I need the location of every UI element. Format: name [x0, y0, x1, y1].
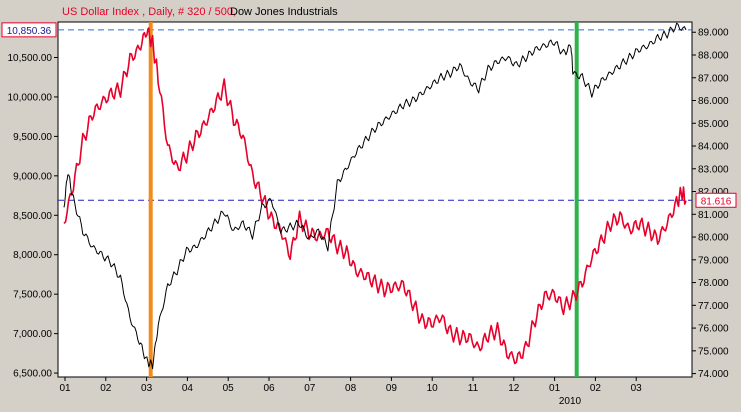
right-tick-label: 83.000 — [698, 164, 729, 175]
x-axis: 01 02 03 04 05 06 07 08 09 10 11 12 01 02 03 — [59, 377, 642, 394]
left-tick-label: 8,000.00 — [13, 250, 52, 261]
left-current-value-box — [1, 22, 57, 38]
x-tick-label: 11 — [468, 383, 479, 394]
left-tick-label: 8,500.00 — [13, 211, 52, 222]
right-tick-label: 89.000 — [698, 28, 729, 39]
x-year-label: 2010 — [559, 396, 582, 407]
left-tick-label: 9,500.00 — [13, 132, 52, 143]
left-tick-label: 7,000.00 — [13, 329, 52, 340]
left-y-axis: 10,500.00 10,000.00 9,500.00 9,000.00 8,500.… — [8, 53, 58, 380]
right-tick-label: 87.000 — [698, 73, 729, 84]
x-tick-label: 02 — [590, 383, 602, 394]
right-tick-label: 76.000 — [698, 324, 729, 335]
right-tick-label: 78.000 — [698, 278, 729, 289]
right-tick-label: 81.000 — [698, 210, 729, 221]
left-tick-label: 10,500.00 — [8, 53, 53, 64]
x-tick-label: 03 — [141, 383, 153, 394]
x-tick-label: 03 — [631, 383, 643, 394]
right-tick-label: 88.000 — [698, 50, 729, 61]
right-current-value-box — [695, 192, 737, 208]
x-tick-label: 02 — [100, 383, 112, 394]
x-tick-label: 08 — [345, 383, 357, 394]
right-current-value-label: 81.616 — [701, 196, 732, 207]
left-tick-label: 9,000.00 — [13, 171, 52, 182]
right-tick-label: 75.000 — [698, 346, 729, 357]
right-tick-label: 74.000 — [698, 369, 729, 380]
right-tick-label: 84.000 — [698, 142, 729, 153]
x-tick-label: 06 — [263, 383, 275, 394]
right-tick-label: 86.000 — [698, 96, 729, 107]
x-tick-label: 04 — [182, 383, 194, 394]
left-current-value-label: 10,850.36 — [7, 26, 52, 37]
x-tick-label: 09 — [386, 383, 398, 394]
right-y-axis: 89.000 88.000 87.000 86.000 85.000 84.000 83.0… — [692, 28, 729, 380]
chart-title-dow-jones: Dow Jones Industrials — [230, 6, 338, 18]
x-tick-label: 12 — [508, 383, 520, 394]
left-tick-label: 7,500.00 — [13, 290, 52, 301]
x-tick-label: 10 — [427, 383, 439, 394]
current-value-labels: 10,850.36 81.616 — [1, 22, 737, 208]
right-tick-label: 82.000 — [698, 187, 729, 198]
left-tick-label: 10,000.00 — [8, 92, 53, 103]
right-tick-label: 79.000 — [698, 255, 729, 266]
x-tick-label: 01 — [59, 383, 71, 394]
x-tick-label: 01 — [549, 383, 561, 394]
x-tick-label: 07 — [304, 383, 316, 394]
dow-jones-line — [63, 22, 687, 370]
vertical-markers — [148, 22, 579, 377]
plot-area — [57, 21, 693, 378]
right-tick-label: 77.000 — [698, 301, 729, 312]
left-tick-label: 6,500.00 — [13, 369, 52, 380]
chart-title-us-dollar-index: US Dollar Index , Daily, # 320 / 500, — [62, 6, 236, 18]
right-tick-label: 85.000 — [698, 119, 729, 130]
x-tick-label: 05 — [223, 383, 235, 394]
right-tick-label: 80.000 — [698, 233, 729, 244]
reference-lines — [58, 29, 692, 201]
series-lines — [63, 22, 687, 370]
us-dollar-index-line — [63, 27, 687, 365]
